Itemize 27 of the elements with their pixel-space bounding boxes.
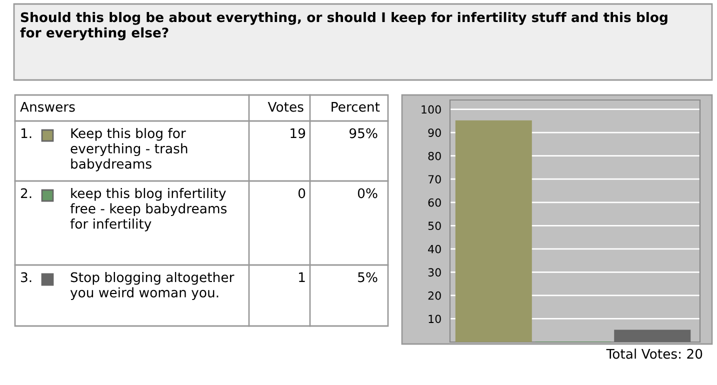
y-tick-label: 60 <box>428 198 441 207</box>
text: 1. <box>21 128 32 138</box>
text: Answers <box>20 102 75 112</box>
y-tick-label: 30 <box>428 268 441 277</box>
text: 0% <box>358 188 378 198</box>
text: Stop blogging altogether you weird woman you. <box>70 272 234 300</box>
text: 0 <box>298 188 306 198</box>
text: 3. <box>21 272 32 282</box>
y-tick-label: 80 <box>428 152 441 160</box>
text: 95% <box>350 128 378 138</box>
y-tick-label: 20 <box>428 291 441 300</box>
y-tick-label: 10 <box>428 314 441 324</box>
text: 2. <box>20 188 32 198</box>
y-tick-label: 40 <box>428 244 441 254</box>
text: Votes <box>268 102 304 112</box>
text: 19 <box>290 128 306 138</box>
text: 5% <box>358 272 378 282</box>
y-tick-label: 100 <box>422 105 441 114</box>
y-tick-label: 90 <box>428 128 441 137</box>
y-tick-label: 50 <box>428 222 441 230</box>
text: Total Votes: 20 <box>606 348 702 359</box>
y-tick-label: 70 <box>428 175 441 184</box>
text: 1 <box>299 272 305 282</box>
text: Should this blog be about everything, or should I keep for infertility stuff and this blog for everything else? <box>20 12 668 40</box>
text: Percent <box>332 102 380 112</box>
text: Keep this blog for everything - trash babydreams <box>70 128 188 172</box>
text: keep this blog infertility free - keep babydreams for infertility <box>70 188 227 232</box>
